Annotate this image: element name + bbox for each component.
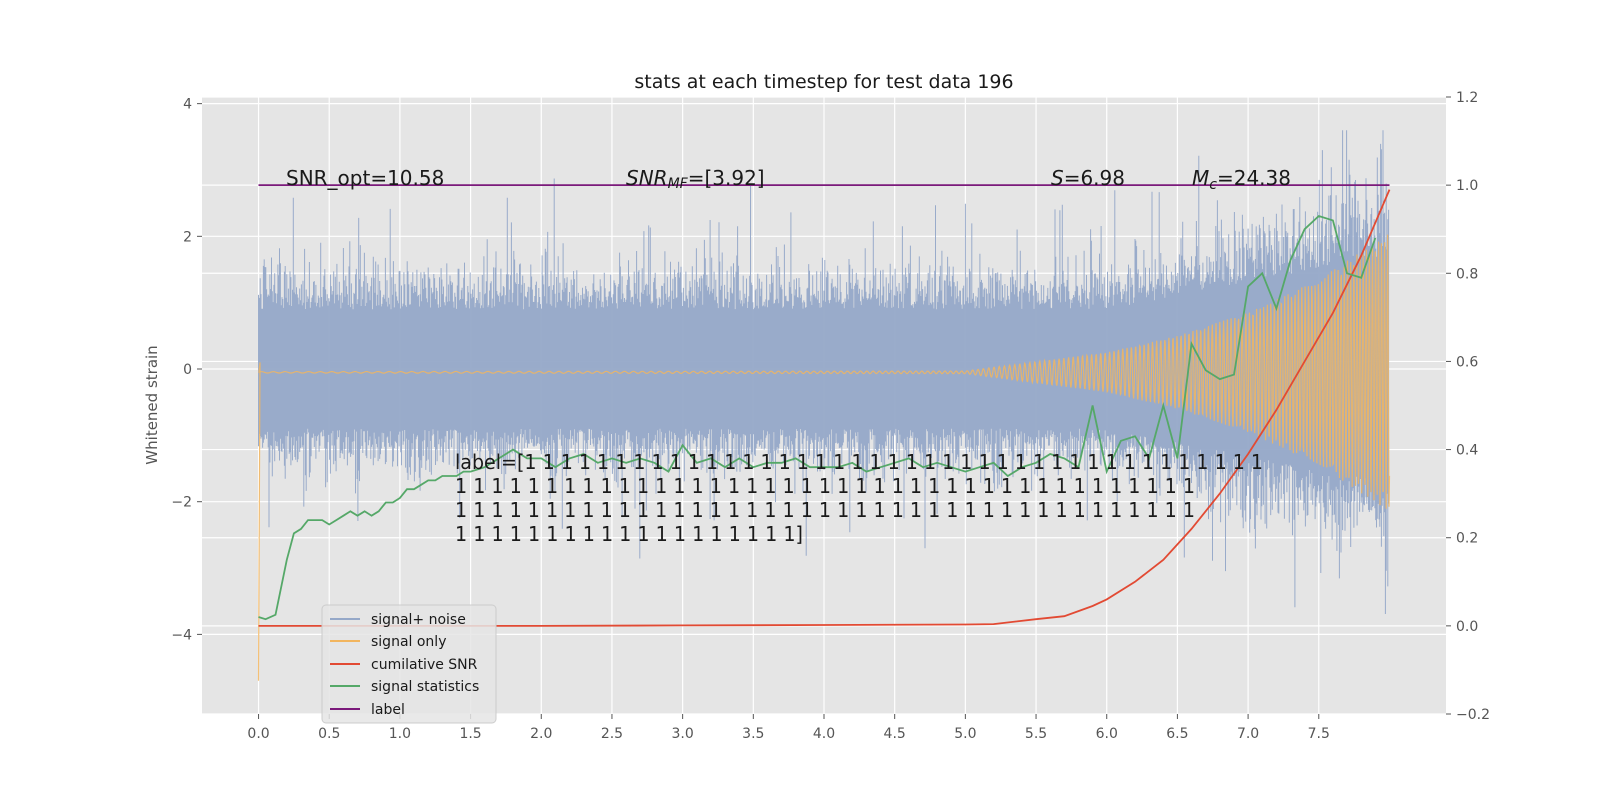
y2-tick-label: 0.0 — [1456, 619, 1478, 635]
y-tick-label: −2 — [171, 495, 192, 511]
axes: 0.0 0.5 1.0 1.5 2.0 2.5 3.0 3.5 4.0 4.5 5.0 5.5 6.0 6… — [171, 90, 1490, 742]
label-line-1: label=[1 1 1 1 1 1 1 1 1 1 1 1 1 1 1 1 1… — [455, 450, 1263, 474]
label-line-2: 1 1 1 1 1 1 1 1 1 1 1 1 1 1 1 1 1 1 1 1 … — [455, 474, 1195, 498]
x-tick-label: 4.5 — [884, 726, 906, 742]
cumulative-snr-line — [258, 189, 1391, 627]
legend-box — [321, 604, 497, 724]
legend-label-signal-only: signal only — [371, 634, 446, 650]
y2-tick-label: −0.2 — [1456, 707, 1490, 723]
mc-subscript: c — [1209, 177, 1217, 193]
signal-only-series — [257, 234, 1391, 681]
signal-statistics-line — [258, 214, 1377, 621]
chart-title: stats at each timestep for test data 196 — [634, 71, 1013, 93]
y2-tick-label: 1.0 — [1456, 178, 1478, 194]
legend-label-signal-noise: signal+ noise — [371, 612, 466, 628]
x-tick-label: 7.0 — [1237, 726, 1259, 742]
y2-tick-label: 0.2 — [1456, 531, 1478, 547]
mc-symbol: M — [1192, 166, 1209, 190]
signal-only-line — [257, 234, 1391, 681]
legend-label-cumulative-snr: cumilative SNR — [371, 657, 478, 673]
x-tick-label: 1.0 — [389, 726, 411, 742]
x-tick-label: 1.5 — [459, 726, 481, 742]
s-value: =6.98 — [1064, 166, 1125, 190]
label-line-3: 1 1 1 1 1 1 1 1 1 1 1 1 1 1 1 1 1 1 1 1 … — [455, 498, 1195, 522]
label-array-annotation: label=[1 1 1 1 1 1 1 1 1 1 1 1 1 1 1 1 1… — [455, 450, 1263, 546]
x-tick-label: 6.5 — [1166, 726, 1188, 742]
x-tick-label: 3.0 — [672, 726, 694, 742]
x-tick-label: 4.0 — [813, 726, 835, 742]
y2-tick-label: 0.4 — [1456, 443, 1478, 459]
snr-mf-value: =[3.92] — [688, 166, 765, 190]
legend-label-label: label — [371, 702, 405, 718]
s-annotation: S=6.98 — [1051, 166, 1125, 190]
x-tick-label: 0.0 — [247, 726, 269, 742]
legend: signal+ noise signal only cumilative SNR… — [321, 604, 497, 724]
mc-value: =24.38 — [1217, 166, 1291, 190]
y2-tick-label: 1.2 — [1456, 90, 1478, 106]
x-tick-label: 5.0 — [954, 726, 976, 742]
x-tick-label: 2.0 — [530, 726, 552, 742]
x-tick-label: 5.5 — [1025, 726, 1047, 742]
y-tick-label: −4 — [171, 627, 192, 643]
snr-mf-annotation: SNRMF=[3.92] — [626, 166, 765, 192]
legend-label-signal-statistics: signal statistics — [371, 679, 479, 695]
x-tick-label: 6.0 — [1096, 726, 1118, 742]
s-symbol: S — [1051, 166, 1064, 190]
label-line-4: 1 1 1 1 1 1 1 1 1 1 1 1 1 1 1 1 1 1 1] — [455, 522, 803, 546]
x-tick-label: 0.5 — [318, 726, 340, 742]
y2-tick-label: 0.8 — [1456, 266, 1478, 282]
y-tick-label: 2 — [183, 229, 192, 245]
y-tick-label: 0 — [183, 362, 192, 378]
y-tick-label: 4 — [183, 97, 192, 113]
snr-mf-subscript: MF — [668, 176, 689, 192]
x-tick-label: 2.5 — [601, 726, 623, 742]
line-series — [258, 184, 1391, 627]
snr-mf-symbol: SNR — [626, 166, 668, 190]
mc-annotation: Mc=24.38 — [1192, 166, 1291, 193]
y-axis-label: Whitened strain — [143, 345, 161, 464]
x-tick-label: 3.5 — [742, 726, 764, 742]
snr-opt-annotation: SNR_opt=10.58 — [286, 166, 444, 190]
x-tick-label: 7.5 — [1308, 726, 1330, 742]
y2-tick-label: 0.6 — [1456, 354, 1478, 370]
